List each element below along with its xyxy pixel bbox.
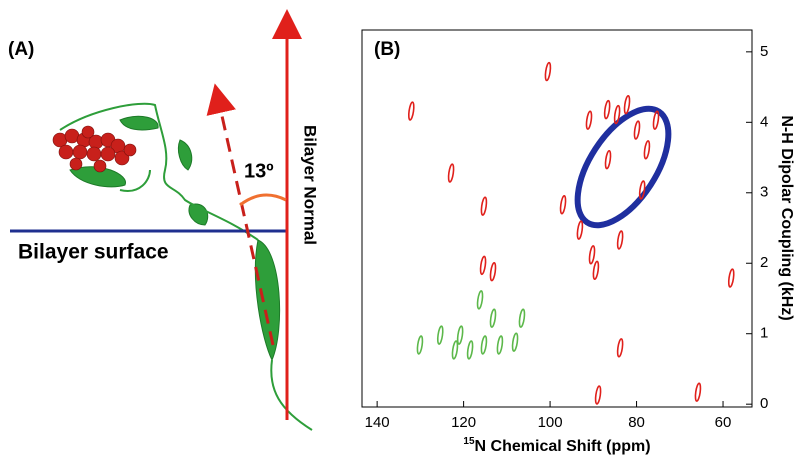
peak (436, 325, 444, 345)
helix-axis (206, 83, 275, 346)
peak (623, 94, 631, 115)
y-tick-label: 4 (760, 113, 768, 130)
peak (576, 220, 584, 240)
peak (476, 290, 484, 310)
peak (456, 325, 464, 345)
peak (489, 261, 497, 282)
y-axis-label: N-H Dipolar Coupling (kHz) (778, 115, 795, 320)
peak (479, 255, 487, 276)
x-tick-label: 140 (365, 414, 390, 431)
pisa-wheel (574, 105, 672, 229)
peak (466, 340, 474, 360)
peak (544, 61, 552, 82)
angle-arc (239, 193, 287, 207)
panel-label: (B) (374, 39, 400, 60)
x-tick-label: 60 (715, 414, 732, 431)
peak (633, 120, 641, 140)
peak (496, 335, 504, 355)
y-tick-label: 3 (760, 184, 768, 201)
x-tick-label: 120 (451, 414, 476, 431)
peak (603, 99, 611, 120)
peak (518, 308, 526, 328)
peak (652, 110, 660, 130)
peak (727, 268, 735, 288)
ligand (52, 125, 137, 173)
peak (638, 180, 646, 200)
peak (604, 149, 612, 170)
peak (592, 260, 600, 281)
peak (594, 385, 602, 405)
y-tick-label: 0 (760, 395, 768, 412)
peak (489, 308, 497, 328)
y-tick-label: 2 (760, 254, 768, 271)
y-tick-label: 1 (760, 325, 768, 342)
y-tick-label: 5 (760, 43, 768, 60)
peak (694, 382, 702, 402)
normal-label: Bilayer Normal (301, 125, 320, 245)
peak (616, 338, 624, 358)
peak (416, 335, 424, 355)
peak (613, 104, 621, 125)
peak (480, 196, 488, 216)
peak (480, 335, 488, 355)
peak (451, 340, 459, 360)
peak (616, 230, 624, 250)
superscript: 15 (463, 436, 475, 447)
surface-label: Bilayer surface (18, 241, 169, 264)
protein (59, 102, 313, 431)
angle-label: 13º (244, 160, 274, 182)
x-tick-label: 100 (538, 414, 563, 431)
peak (585, 110, 593, 130)
plot-frame (361, 29, 753, 408)
panel-label: (A) (8, 39, 34, 60)
peak (588, 245, 596, 265)
peak (447, 163, 455, 183)
x-axis-label: 15N Chemical Shift (ppm) (463, 436, 650, 456)
peak (407, 101, 415, 121)
peak (643, 140, 651, 160)
x-label-text: N Chemical Shift (ppm) (475, 438, 651, 455)
x-tick-label: 80 (628, 414, 645, 431)
peak (511, 332, 519, 352)
peak (559, 195, 567, 215)
